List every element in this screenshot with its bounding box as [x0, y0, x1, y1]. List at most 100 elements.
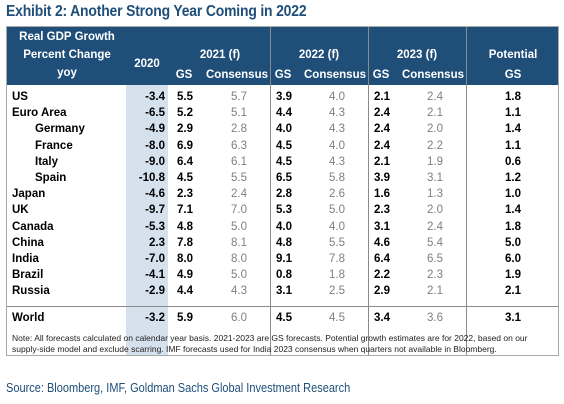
consensus-2021-cell: 6.3	[231, 139, 247, 152]
source-line: Source: Bloomberg, IMF, Goldman Sachs Gl…	[6, 381, 351, 395]
consensus-2021-cell: 6.1	[231, 155, 247, 168]
potential-gs-cell: 6.0	[505, 253, 521, 265]
consensus-2021-cell: 2.8	[231, 123, 247, 136]
consensus-2023-cell: 2.1	[427, 285, 443, 298]
table-row: France -8.0 6.9 6.3 4.5 4.0 2.4 2.2 1.1	[7, 138, 558, 154]
value-2020-cell: -7.0	[145, 253, 165, 265]
potential-gs-cell: 1.0	[505, 188, 521, 201]
gs-2022-cell: 4.0	[276, 220, 292, 233]
table-row: Italy -9.0 6.4 6.1 4.5 4.3 2.1 1.9 0.6	[7, 154, 558, 170]
gs-2022-cell: 3.9	[276, 91, 292, 103]
consensus-2023-cell: 2.4	[427, 220, 443, 233]
value-2020-cell: -3.4	[145, 91, 165, 103]
gs-2023-cell: 2.2	[374, 269, 390, 282]
gs-2021-cell: 5.9	[177, 312, 193, 324]
consensus-2023-cell: 1.3	[427, 188, 443, 201]
header-group-2022: 2022 (f)	[298, 49, 340, 61]
value-2020-cell: -2.9	[145, 285, 165, 298]
gs-2022-cell: 6.5	[276, 172, 292, 184]
table-row: UK -9.7 7.1 7.0 5.3 5.0 2.3 2.0 1.4	[7, 202, 558, 218]
consensus-2022-cell: 4.0	[329, 139, 345, 152]
world-separator	[7, 306, 558, 307]
potential-gs-cell: 5.0	[505, 236, 521, 249]
gs-2023-cell: 2.4	[374, 107, 390, 120]
gs-2023-cell: 2.3	[374, 204, 390, 217]
gs-2022-cell: 9.1	[276, 253, 292, 265]
country-label: US	[12, 91, 28, 103]
header-row-label-line3: yoy	[57, 67, 77, 79]
gs-2022-cell: 4.0	[276, 123, 292, 136]
gs-2023-cell: 2.1	[374, 155, 390, 168]
gs-2023-cell: 2.4	[374, 139, 390, 152]
gs-2021-cell: 6.9	[177, 139, 193, 152]
table-row: US -3.4 5.5 5.7 3.9 4.0 2.1 2.4 1.8	[7, 89, 558, 105]
potential-gs-cell: 1.2	[505, 172, 521, 184]
header-potential-line1: Potential	[488, 49, 538, 61]
consensus-2023-cell: 2.0	[427, 204, 443, 217]
divider-2021-2022	[270, 27, 271, 355]
header-potential-line2: GS	[504, 69, 522, 81]
potential-gs-cell: 1.9	[505, 269, 521, 282]
potential-gs-cell: 1.4	[505, 123, 521, 136]
gs-2021-cell: 2.9	[177, 123, 193, 136]
consensus-2023-cell: 2.0	[427, 123, 443, 136]
potential-gs-cell: 2.1	[505, 285, 521, 298]
country-label: China	[12, 236, 44, 249]
consensus-2022-cell: 5.0	[329, 204, 345, 217]
value-2020-cell: -3.2	[145, 312, 165, 324]
consensus-2021-cell: 6.0	[231, 312, 247, 324]
gs-2022-cell: 4.5	[276, 155, 292, 168]
consensus-2023-cell: 2.4	[427, 91, 443, 103]
table-header: Real GDP Growth Percent Change yoy 2020 …	[7, 27, 558, 85]
consensus-2022-cell: 4.3	[329, 107, 345, 120]
highlight-2020-column	[126, 85, 168, 355]
consensus-2022-cell: 4.3	[329, 155, 345, 168]
value-2020-cell: -5.3	[145, 220, 165, 233]
consensus-2023-cell: 3.6	[427, 312, 443, 324]
gs-2021-cell: 4.4	[177, 285, 193, 298]
gs-2023-cell: 2.4	[374, 123, 390, 136]
table-row: Canada -5.3 4.8 5.0 4.0 4.0 3.1 2.4 1.8	[7, 219, 558, 235]
gs-2021-cell: 4.8	[177, 220, 193, 233]
consensus-2022-cell: 4.5	[329, 312, 345, 324]
consensus-2022-cell: 2.6	[329, 188, 345, 201]
value-2020-cell: -4.9	[145, 123, 165, 136]
potential-gs-cell: 1.8	[505, 220, 521, 233]
country-label: Russia	[12, 285, 50, 298]
exhibit-title: Exhibit 2: Another Strong Year Coming in…	[6, 3, 307, 20]
gs-2022-cell: 4.8	[276, 236, 292, 249]
consensus-2021-cell: 5.7	[231, 91, 247, 103]
consensus-2023-cell: 2.2	[427, 139, 443, 152]
gs-2021-cell: 5.5	[177, 91, 193, 103]
gs-2022-cell: 2.8	[276, 188, 292, 201]
value-2020-cell: 2.3	[149, 236, 165, 249]
country-label: India	[12, 253, 39, 265]
consensus-2023-cell: 2.3	[427, 269, 443, 282]
consensus-2023-cell: 5.4	[427, 236, 443, 249]
gs-2021-cell: 2.3	[177, 188, 193, 201]
consensus-2021-cell: 5.1	[231, 107, 247, 120]
gs-2023-cell: 3.9	[374, 172, 390, 184]
consensus-2022-cell: 2.5	[329, 285, 345, 298]
country-label: Italy	[35, 155, 59, 168]
gdp-growth-table: Real GDP Growth Percent Change yoy 2020 …	[6, 26, 559, 356]
header-row-label-line2: Percent Change	[23, 49, 111, 61]
gs-2023-cell: 6.4	[374, 253, 390, 265]
consensus-2021-cell: 7.0	[231, 204, 247, 217]
country-label: Japan	[12, 188, 46, 201]
gs-2022-cell: 4.5	[276, 312, 292, 324]
country-label: Canada	[12, 220, 54, 233]
header-col-2020: 2020	[134, 58, 160, 70]
header-sub-gs-2021: GS	[175, 69, 193, 81]
consensus-2021-cell: 8.1	[231, 236, 247, 249]
table-row: Euro Area -6.5 5.2 5.1 4.4 4.3 2.4 2.1 1.1	[7, 105, 558, 121]
consensus-2022-cell: 4.0	[329, 220, 345, 233]
country-label: Spain	[35, 172, 67, 184]
gs-2023-cell: 3.1	[374, 220, 390, 233]
consensus-2021-cell: 4.3	[231, 285, 247, 298]
footnote: Note: All forecasts calculated on calend…	[12, 333, 528, 354]
header-row-label-line1: Real GDP Growth	[19, 31, 115, 43]
value-2020-cell: -10.8	[138, 172, 165, 184]
consensus-2022-cell: 7.8	[329, 253, 345, 265]
consensus-2022-cell: 5.5	[329, 236, 345, 249]
